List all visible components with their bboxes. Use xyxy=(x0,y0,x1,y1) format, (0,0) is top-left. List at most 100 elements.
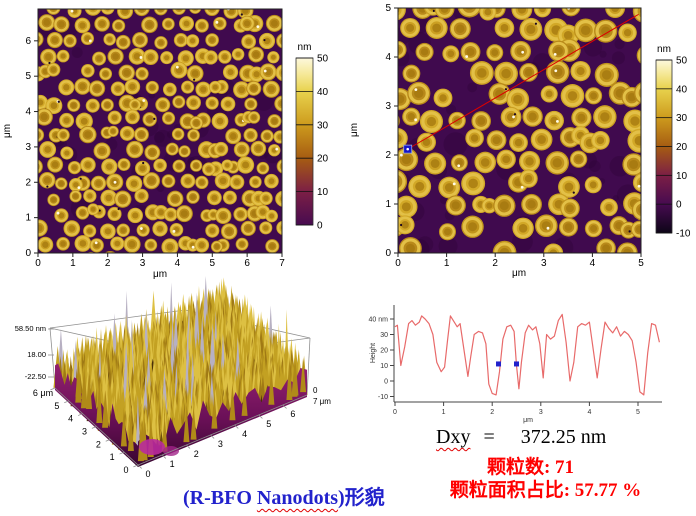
colorbar-tick-label: 40 xyxy=(676,84,688,95)
y-tick-label: 6 xyxy=(25,36,31,47)
surface-x-tick: 3 xyxy=(218,439,223,449)
x-tick-label: 3 xyxy=(541,258,547,269)
surface-y-tick: 3 xyxy=(82,427,87,437)
colorbar-tick-label: 40 xyxy=(317,87,329,98)
profile-y-tick: 10 xyxy=(380,363,388,370)
profile-y-tick: 20 xyxy=(380,348,388,355)
profile-marker xyxy=(514,361,519,367)
y-tick-label: 2 xyxy=(25,177,31,188)
profile-x-tick: 3 xyxy=(539,409,543,416)
profile-x-label: μm xyxy=(523,417,533,424)
profile-x-tick: 5 xyxy=(636,409,640,416)
x-axis-label: μm xyxy=(512,268,526,279)
profile-x-tick: 2 xyxy=(490,409,494,416)
y-axis-label: μm xyxy=(2,124,13,138)
surface-x-tick: 0 xyxy=(145,469,150,479)
surface-x-end-label: 7 μm xyxy=(313,397,331,406)
profile-y-label: Height xyxy=(370,343,377,363)
colorbar-tick-label: 0 xyxy=(317,221,323,232)
x-tick-label: 2 xyxy=(105,258,111,269)
dxy-label: Dxy xyxy=(436,426,471,448)
x-tick-label: 1 xyxy=(70,258,76,269)
profile-x-tick: 0 xyxy=(393,409,397,416)
colorbar-tick-label: 10 xyxy=(317,187,329,198)
colorbar-tick-label: 20 xyxy=(317,154,329,165)
surface-y-tick: 2 xyxy=(96,439,101,449)
magenta-patch xyxy=(139,439,165,455)
x-tick-label: 3 xyxy=(140,258,146,269)
surface-y-tick: 4 xyxy=(68,414,73,424)
profile-y-tick: 30 xyxy=(380,332,388,339)
y-tick-label: 4 xyxy=(25,107,31,118)
profile-y-tick: 0 xyxy=(384,379,388,386)
x-tick-label: 6 xyxy=(244,258,250,269)
colorbar-tick-label: 50 xyxy=(676,56,688,67)
height-profile-panel: 40 nm 30 20 10 0 -10 0 1 2 3 4 5 μm Height xyxy=(369,305,662,424)
x-tick-label: 5 xyxy=(210,258,216,269)
dxy-measurement: Dxy = 372.25 nm xyxy=(436,426,606,449)
surface-x-tick: 4 xyxy=(242,429,247,439)
y-tick-label: 1 xyxy=(385,199,391,210)
afm-left-panel-dots xyxy=(38,9,282,253)
caption-suffix: )形貌 xyxy=(338,487,385,509)
x-tick-label: 4 xyxy=(175,258,181,269)
caption-prefix: (R-BFO xyxy=(183,487,257,509)
y-axis-label: μm xyxy=(349,123,360,137)
surface-x-tick: 6 xyxy=(290,409,295,419)
x-tick-label: 5 xyxy=(638,258,644,269)
colorbar-tick-label: -10 xyxy=(676,229,691,240)
colorbar-unit: nm xyxy=(657,44,671,55)
surface-x-end-zero: 0 xyxy=(313,386,318,395)
surface-x-tick: 5 xyxy=(266,419,271,429)
y-tick-label: 5 xyxy=(385,3,391,14)
y-tick-label: 3 xyxy=(385,101,391,112)
colorbar-tick-label: 50 xyxy=(317,54,329,65)
x-tick-label: 7 xyxy=(279,258,285,269)
profile-y-tick: 40 nm xyxy=(369,317,389,324)
figure-caption: (R-BFO Nanodots)形貌 xyxy=(183,481,385,510)
dxy-value: 372.25 nm xyxy=(520,426,607,448)
colorbar-tick-label: 10 xyxy=(676,171,688,182)
x-tick-label: 0 xyxy=(35,258,41,269)
x-tick-label: 4 xyxy=(590,258,596,269)
y-tick-label: 1 xyxy=(25,213,31,224)
surface-y-tick: 1 xyxy=(110,452,115,462)
y-tick-label: 2 xyxy=(385,150,391,161)
x-axis-label: μm xyxy=(153,269,167,280)
colorbar-unit: nm xyxy=(298,42,312,53)
surface-y-tick: 0 xyxy=(123,465,128,475)
particle-count-text: 颗粒数: 71 xyxy=(486,457,575,478)
x-tick-label: 1 xyxy=(444,258,450,269)
colorbar-tick-label: 30 xyxy=(317,120,329,131)
afm-right-panel-dots xyxy=(398,8,641,253)
afm-left-panel-colorbar xyxy=(295,57,314,226)
dxy-equals: = xyxy=(483,426,495,448)
profile-y-tick: -10 xyxy=(378,394,388,401)
surface-y-tick: 6 μm xyxy=(33,388,53,398)
colorbar-tick-label: 30 xyxy=(676,113,688,124)
profile-marker xyxy=(496,361,502,367)
profile-curve xyxy=(394,313,660,396)
x-tick-label: 2 xyxy=(492,258,498,269)
particle-area-text: 颗粒面积占比: 57.77 % xyxy=(449,480,642,501)
profile-x-tick: 4 xyxy=(587,409,591,416)
surface-x-tick: 1 xyxy=(170,459,175,469)
x-tick-label: 0 xyxy=(395,258,401,269)
colorbar-tick-label: 0 xyxy=(676,200,682,211)
surface-y-tick: 5 xyxy=(54,401,59,411)
profile-x-tick: 1 xyxy=(442,409,446,416)
y-tick-label: 4 xyxy=(385,52,391,63)
y-tick-label: 0 xyxy=(385,248,391,259)
y-tick-label: 3 xyxy=(25,142,31,153)
y-tick-label: 0 xyxy=(25,248,31,259)
y-tick-label: 5 xyxy=(25,71,31,82)
afm-left-panel: 0 1 2 3 4 5 6 7 0 1 2 3 4 5 6 μm μm nm 50 40 30 20 10 0 xyxy=(2,8,329,280)
surface-z-tick: -22.50 xyxy=(25,372,46,381)
caption-nanodots: Nanodots xyxy=(256,487,339,509)
surface-z-tick: 58.50 nm xyxy=(15,324,46,333)
colorbar-tick-label: 20 xyxy=(676,142,688,153)
